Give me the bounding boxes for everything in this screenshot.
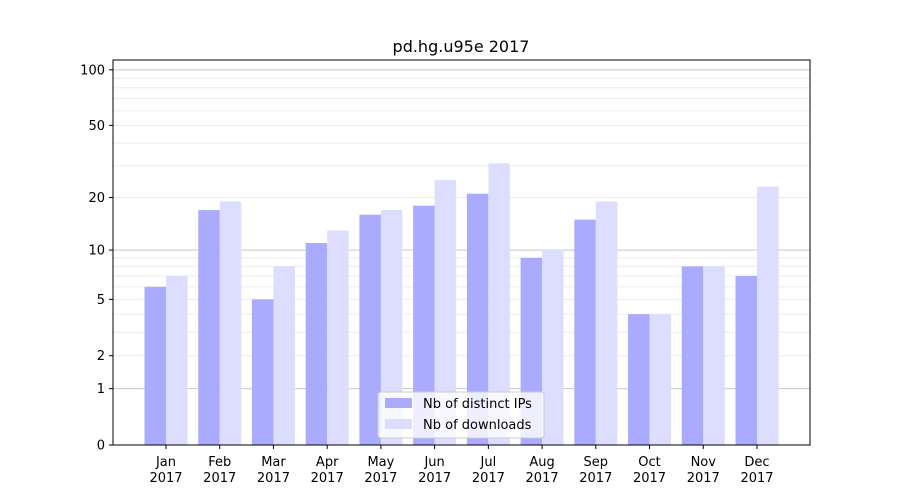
x-tick-label: Aug 2017	[526, 455, 559, 486]
chart-title: pd.hg.u95e 2017	[393, 37, 530, 56]
x-tick-label: Apr 2017	[311, 455, 344, 486]
y-tick-label: 2	[97, 349, 105, 364]
bar-downloads	[595, 201, 618, 445]
x-axis: Jan 2017 Feb 2017 Mar 2017 Apr 2017 May 2017 Jun 20…	[149, 445, 774, 486]
bar-distinct-ips	[305, 243, 328, 445]
legend-swatch	[385, 419, 412, 429]
legend-label: Nb of distinct IPs	[423, 397, 532, 412]
bar-distinct-ips	[359, 214, 381, 445]
bar-distinct-ips	[466, 193, 489, 445]
bar-downloads	[434, 180, 457, 445]
bar-distinct-ips	[574, 219, 596, 445]
bar-distinct-ips	[681, 266, 704, 445]
y-tick-label: 5	[97, 293, 105, 308]
bar-downloads	[757, 186, 779, 446]
y-tick-label: 1	[97, 382, 105, 397]
bar-downloads	[649, 314, 672, 445]
legend-box	[377, 391, 545, 439]
x-tick-label: Mar 2017	[257, 455, 290, 486]
bar-downloads	[166, 275, 188, 445]
x-tick-label: May 2017	[364, 455, 397, 486]
bar-downloads	[273, 266, 295, 445]
x-tick-label: Sep 2017	[579, 455, 612, 486]
bar-distinct-ips	[198, 210, 220, 445]
bar-distinct-ips	[413, 205, 435, 445]
plot-frame	[112, 59, 811, 446]
x-tick-label: Jan 2017	[149, 455, 182, 486]
y-tick-label: 100	[80, 63, 105, 78]
bar-distinct-ips	[251, 299, 274, 445]
y-tick-label: 0	[97, 439, 105, 454]
bar-distinct-ips	[628, 314, 650, 445]
bar-downloads	[542, 250, 564, 445]
bar-downloads	[703, 266, 725, 445]
x-tick-label: Jun 2017	[418, 455, 451, 486]
bar-downloads	[327, 230, 349, 445]
bar-downloads	[380, 210, 403, 445]
x-tick-label: Oct 2017	[633, 455, 666, 486]
bar-downloads	[219, 201, 242, 445]
x-tick-label: Jul 2017	[472, 455, 505, 486]
legend: Nb of distinct IPs Nb of downloads	[377, 391, 545, 439]
y-axis: 0 1 2 5 10 20 50 100	[80, 63, 113, 454]
x-tick-label: Feb 2017	[203, 455, 236, 486]
bar-distinct-ips	[144, 286, 166, 445]
legend-label: Nb of downloads	[423, 418, 532, 433]
bar-distinct-ips	[735, 275, 757, 445]
bar-downloads	[488, 163, 510, 445]
bars	[144, 163, 779, 446]
y-tick-label: 10	[88, 244, 105, 259]
y-tick-label: 50	[88, 119, 105, 134]
x-tick-label: Dec 2017	[740, 455, 773, 486]
x-tick-label: Nov 2017	[687, 455, 720, 486]
legend-swatch	[385, 398, 412, 408]
y-tick-label: 20	[88, 191, 105, 206]
